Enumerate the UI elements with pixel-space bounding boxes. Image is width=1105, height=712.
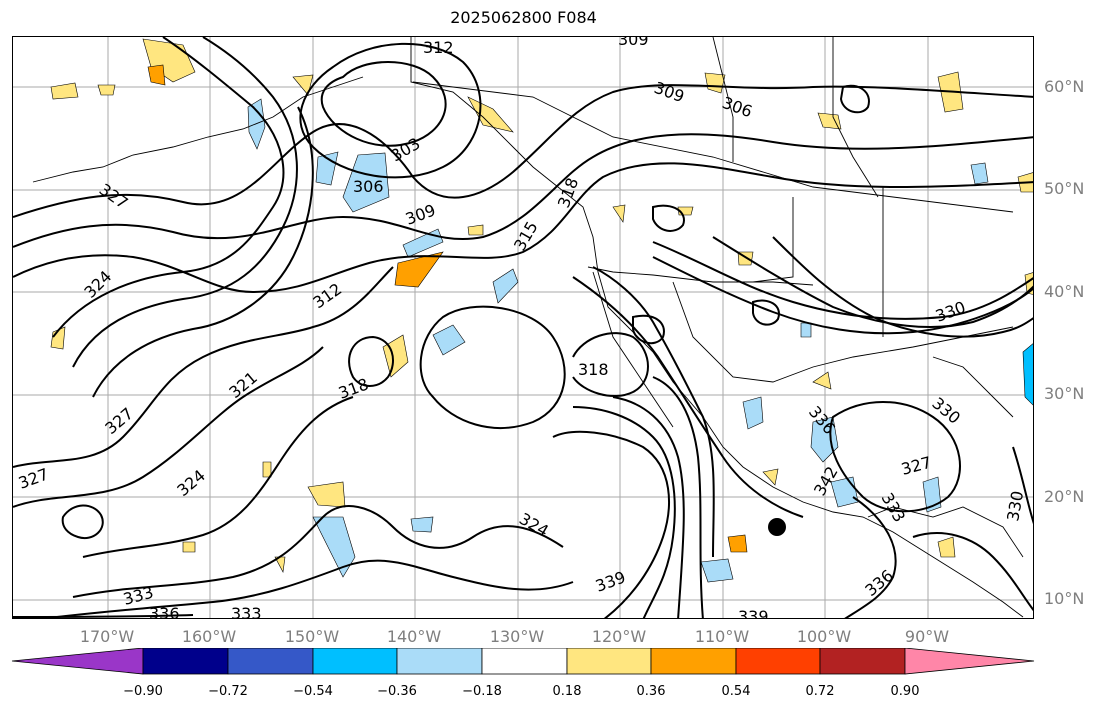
colorbar (11, 648, 1035, 675)
contour-label: 324 (516, 509, 552, 541)
contour-label: 306 (353, 177, 384, 196)
colorbar-tick-label: 0.90 (890, 684, 920, 699)
colorbar-tick-label: −0.36 (377, 684, 417, 699)
contour-label: 327 (101, 404, 137, 438)
contour-label: 321 (225, 368, 261, 402)
contour-label: 336 (149, 604, 180, 619)
lon-label: 90°W (904, 627, 950, 646)
map-canvas: 312 309 309 306 303 306 327 309 315 318 … (13, 37, 1033, 619)
contour-label: 306 (720, 93, 755, 121)
colorbar-tick-label: −0.18 (462, 684, 502, 699)
contour-label: 312 (423, 38, 454, 57)
lon-label: 150°W (284, 627, 340, 646)
contour-label: 309 (618, 37, 649, 49)
graticule (13, 37, 1033, 618)
map-panel: 312 309 309 306 303 306 327 309 315 318 … (12, 36, 1034, 619)
colorbar-swatch (227, 648, 314, 675)
contour-label: 330 (928, 394, 964, 428)
contour-label: 327 (16, 464, 51, 492)
contours (13, 37, 1033, 618)
lon-label: 130°W (489, 627, 545, 646)
contour-label: 318 (336, 374, 371, 402)
colorbar-tick-label: 0.36 (636, 684, 666, 699)
contour-label: 333 (231, 604, 262, 619)
colorbar-swatch (11, 648, 144, 675)
colorbar-swatch (650, 648, 737, 675)
lat-label: 60°N (1044, 77, 1085, 96)
contour-label: 330 (1003, 489, 1027, 522)
contour-label: 324 (173, 466, 209, 500)
contour-label: 318 (578, 360, 609, 379)
contour-label: 309 (403, 200, 438, 228)
contour-label: 315 (510, 218, 542, 254)
colorbar-swatch (819, 648, 906, 675)
lat-label: 40°N (1044, 282, 1085, 301)
lat-label: 50°N (1044, 179, 1085, 198)
colorbar-swatch (904, 648, 1035, 675)
colorbar-tick-label: 0.72 (805, 684, 835, 699)
contour-label: 309 (652, 78, 687, 106)
contour-label: 303 (388, 134, 424, 166)
contour-label-layer: 312 309 309 306 303 306 327 309 315 318 … (16, 37, 1027, 619)
contour-label: 327 (96, 180, 132, 213)
colorbar-tick-label: −0.72 (208, 684, 248, 699)
lat-label: 10°N (1044, 589, 1085, 608)
contour-label: 312 (309, 279, 345, 312)
location-marker-dot (768, 518, 786, 536)
positive-shading (50, 38, 1033, 573)
colorbar-swatch (566, 648, 652, 675)
lon-label: 120°W (591, 627, 647, 646)
lon-label: 170°W (79, 627, 135, 646)
colorbar-tick-label: −0.54 (293, 684, 333, 699)
colorbar-swatch (142, 648, 229, 675)
lat-label: 20°N (1044, 487, 1085, 506)
contour-label: 324 (80, 267, 115, 302)
lon-label: 160°W (181, 627, 237, 646)
map-title: 2025062800 F084 (450, 8, 597, 27)
lon-label: 140°W (386, 627, 442, 646)
colorbar-swatch (396, 648, 483, 675)
lat-label: 30°N (1044, 384, 1085, 403)
colorbar-tick-label: 0.54 (721, 684, 751, 699)
coastlines (32, 37, 1024, 618)
lon-label: 100°W (796, 627, 852, 646)
colorbar-tick-label: 0.18 (552, 684, 582, 699)
lon-label: 110°W (694, 627, 750, 646)
colorbar-swatch (312, 648, 398, 675)
contour-label: 318 (554, 175, 582, 210)
colorbar-tick-label: −0.90 (123, 684, 163, 699)
contour-label: 339 (738, 607, 769, 619)
colorbar-swatch (481, 648, 568, 675)
contour-label: 336 (861, 566, 897, 600)
colorbar-swatch (735, 648, 821, 675)
contour-label: 339 (593, 567, 628, 595)
